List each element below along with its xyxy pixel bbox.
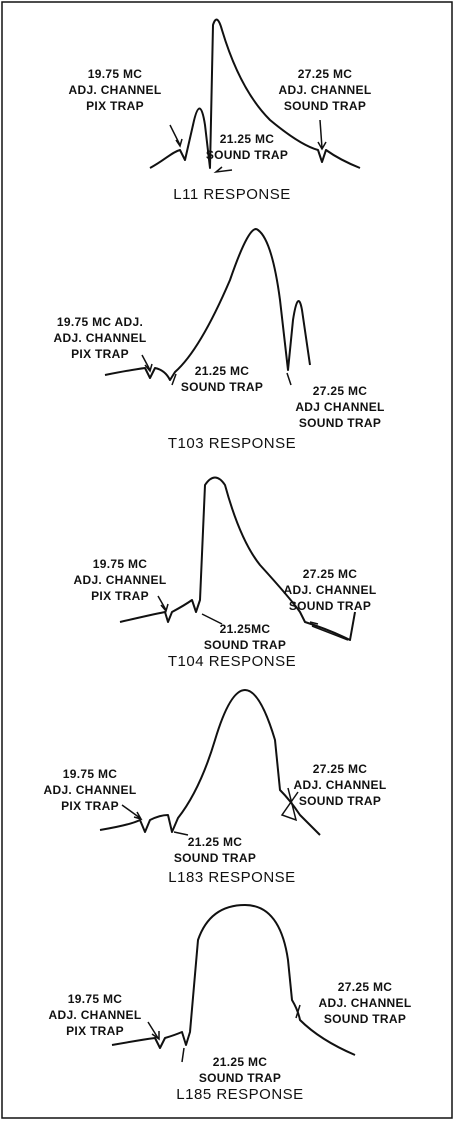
trap-label: 27.25 MC xyxy=(298,67,352,81)
trap-label: ADJ. CHANNEL xyxy=(69,83,162,97)
trap-label: SOUND TRAP xyxy=(199,1071,281,1085)
trap-label: ADJ. CHANNEL xyxy=(44,783,137,797)
trap-label: PIX TRAP xyxy=(86,99,144,113)
pointer-arrow xyxy=(141,354,292,386)
trap-label: ADJ. CHANNEL xyxy=(319,996,412,1010)
trap-label: ADJ. CHANNEL xyxy=(294,778,387,792)
panel-title: L11 RESPONSE xyxy=(173,186,290,203)
response-curve xyxy=(149,18,361,169)
pointer-arrow xyxy=(169,119,327,174)
trap-label: 27.25 MC xyxy=(313,384,367,398)
trap-label: SOUND TRAP xyxy=(299,416,381,430)
trap-label: SOUND TRAP xyxy=(174,851,256,865)
trap-label: 19.75 MC xyxy=(68,992,122,1006)
trap-label: 21.25 MC xyxy=(195,364,249,378)
trap-label: ADJ CHANNEL xyxy=(295,400,384,414)
trap-label: ADJ. CHANNEL xyxy=(49,1008,142,1022)
trap-label: PIX TRAP xyxy=(66,1024,124,1038)
trap-label: 21.25 MC xyxy=(213,1055,267,1069)
pointer-arrow xyxy=(147,1004,301,1063)
trap-label: ADJ. CHANNEL xyxy=(279,83,372,97)
response-curve xyxy=(99,689,321,836)
trap-label: 21.25MC xyxy=(220,622,271,636)
response-curve xyxy=(111,904,356,1056)
trap-label: 27.25 MC xyxy=(338,980,392,994)
trap-label: 19.75 MC xyxy=(88,67,142,81)
trap-label: SOUND TRAP xyxy=(206,148,288,162)
pointer-arrow xyxy=(157,595,349,641)
trap-label: PIX TRAP xyxy=(61,799,119,813)
trap-label: SOUND TRAP xyxy=(204,638,286,652)
trap-label: PIX TRAP xyxy=(71,347,129,361)
trap-label: 19.75 MC xyxy=(93,557,147,571)
response-curve xyxy=(104,228,311,381)
trap-label: ADJ. CHANNEL xyxy=(54,331,147,345)
trap-label: 21.25 MC xyxy=(188,835,242,849)
pointer-arrow xyxy=(121,787,299,836)
trap-label: 19.75 MC xyxy=(63,767,117,781)
trap-label: 19.75 MC ADJ. xyxy=(57,315,143,329)
response-curve xyxy=(119,476,356,641)
trap-label: SOUND TRAP xyxy=(284,99,366,113)
trap-label: SOUND TRAP xyxy=(299,794,381,808)
trap-label: SOUND TRAP xyxy=(289,599,371,613)
panel-title: T104 RESPONSE xyxy=(168,653,296,670)
trap-label: ADJ. CHANNEL xyxy=(74,573,167,587)
trap-label: PIX TRAP xyxy=(91,589,149,603)
panel-title: T103 RESPONSE xyxy=(168,435,296,452)
trap-label: ADJ. CHANNEL xyxy=(284,583,377,597)
trap-label: 21.25 MC xyxy=(220,132,274,146)
panel-title: L183 RESPONSE xyxy=(168,869,295,886)
panel-title: L185 RESPONSE xyxy=(176,1086,303,1103)
trap-label: 27.25 MC xyxy=(313,762,367,776)
trap-label: 27.25 MC xyxy=(303,567,357,581)
trap-label: SOUND TRAP xyxy=(181,380,263,394)
trap-label: SOUND TRAP xyxy=(324,1012,406,1026)
